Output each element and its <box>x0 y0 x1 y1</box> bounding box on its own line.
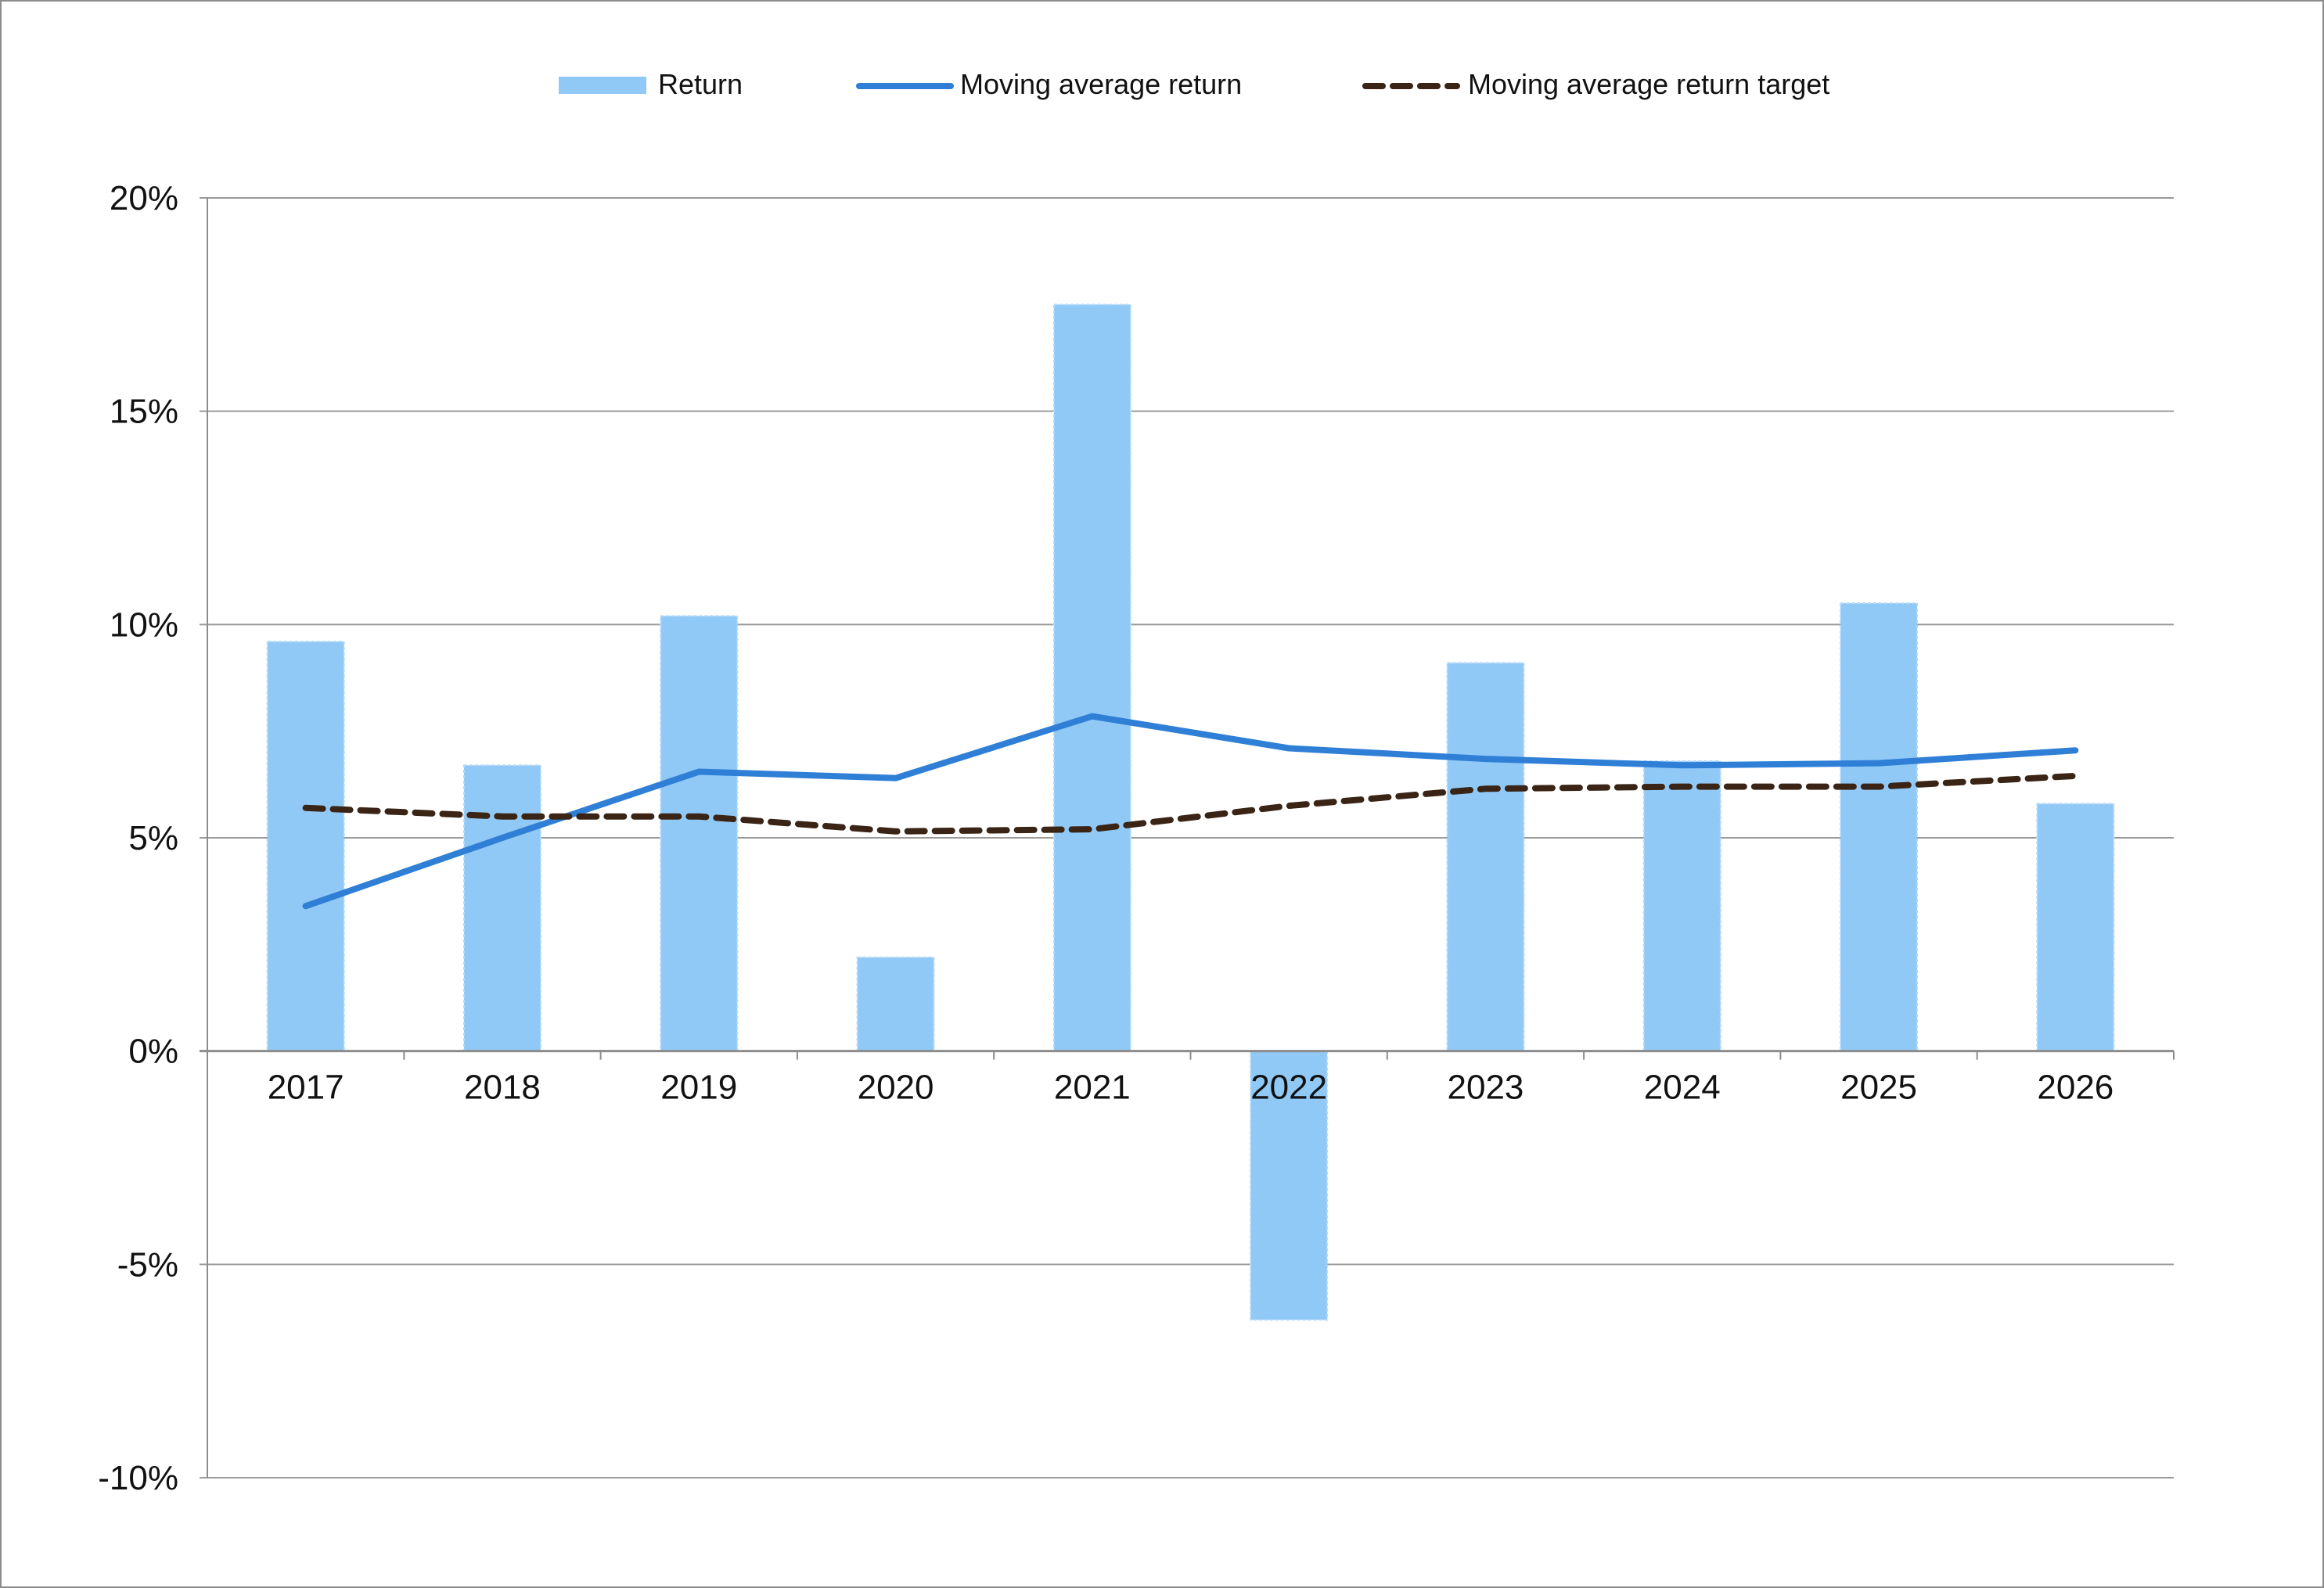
x-tick-label-2024: 2024 <box>1644 1069 1721 1107</box>
legend: Return Moving average return Moving aver… <box>559 68 1829 100</box>
x-tick-label-2023: 2023 <box>1448 1069 1524 1107</box>
y-tick-label: 10% <box>110 605 178 644</box>
legend-label-moving-average-return-target: Moving average return target <box>1468 68 1829 100</box>
line-moving-average-return <box>302 713 2079 910</box>
bar-return-2022 <box>1250 1050 1329 1321</box>
y-tick-label: 20% <box>110 179 178 217</box>
return-bars <box>266 304 2115 1321</box>
x-tick-label-2020: 2020 <box>858 1069 934 1107</box>
x-tick-label-2018: 2018 <box>464 1069 541 1107</box>
x-tick-label-2026: 2026 <box>2037 1069 2114 1107</box>
x-tick-label-2017: 2017 <box>268 1069 344 1107</box>
y-tick-label: 5% <box>128 819 178 857</box>
x-tick-label-2025: 2025 <box>1840 1069 1917 1107</box>
legend-item-moving-average-return-target: Moving average return target <box>1362 68 1829 100</box>
moving-average-lines <box>302 713 2079 910</box>
bar-return-2018 <box>462 764 541 1052</box>
bar-return-2026 <box>2036 803 2115 1052</box>
bar-return-2020 <box>856 956 935 1052</box>
bar-return-2021 <box>1052 304 1131 1052</box>
line-moving-average-return-target <box>302 772 2079 835</box>
y-tick-label: 15% <box>110 393 178 431</box>
axes <box>200 198 2175 1478</box>
bar-return-2025 <box>1840 602 1919 1052</box>
legend-swatch-return <box>559 77 646 94</box>
legend-item-moving-average-return: Moving average return <box>856 68 1242 100</box>
bar-return-2023 <box>1446 662 1525 1052</box>
bar-return-2017 <box>266 641 345 1052</box>
legend-label-moving-average-return: Moving average return <box>960 68 1242 100</box>
y-tick-label: -5% <box>117 1245 178 1284</box>
legend-item-return: Return <box>559 68 743 100</box>
y-tick-label: 0% <box>128 1033 178 1071</box>
y-tick-labels: 20% 15% 10% 5% 0% -5% -10% <box>98 179 178 1497</box>
x-tick-labels: 2017 2018 2019 2020 2021 2022 2023 2024 2025 2026 <box>268 1069 2114 1107</box>
bar-return-2024 <box>1642 760 1721 1052</box>
legend-label-return: Return <box>658 68 743 100</box>
x-tick-label-2021: 2021 <box>1054 1069 1131 1107</box>
x-tick-label-2022: 2022 <box>1250 1069 1327 1107</box>
y-tick-label: -10% <box>98 1459 178 1497</box>
x-tick-label-2019: 2019 <box>660 1069 737 1107</box>
bar-return-2019 <box>660 615 739 1052</box>
